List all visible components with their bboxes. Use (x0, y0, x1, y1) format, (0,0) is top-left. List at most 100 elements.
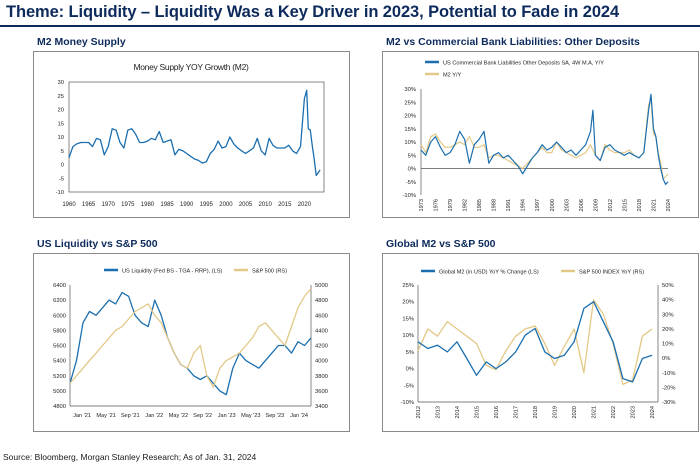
y-tick-label-0: 30 (58, 80, 64, 86)
y-tick-label-0: 30% (404, 87, 416, 93)
y-tick-label-6: 0% (408, 167, 416, 173)
y-tick-label-8: -10% (402, 193, 416, 199)
y-right-tick-label-1: 40% (662, 298, 674, 304)
x-tick-label-7: 1995 (200, 202, 214, 208)
x-tick-label-1: May '21 (96, 413, 115, 419)
y-tick-label-1: 25% (404, 100, 416, 106)
series-line-1 (417, 298, 653, 386)
x-tick-label-8: 2000 (219, 202, 233, 208)
y-right-tick-label-5: 0% (662, 356, 670, 362)
x-tick-label-3: 2015 (475, 406, 481, 418)
x-tick-label-12: 2020 (298, 202, 312, 208)
x-tick-label-11: 2006 (579, 199, 585, 211)
y-left-tick-label-4: 5% (406, 350, 414, 356)
y-left-tick-label-7: 5000 (53, 389, 66, 395)
y-left-tick-label-4: 5600 (53, 344, 66, 350)
x-tick-label-6: 2018 (533, 406, 539, 418)
panel-title-liquidity: US Liquidity vs S&P 500 (37, 238, 158, 250)
y-right-tick-label-1: 4800 (315, 298, 328, 304)
y-tick-label-4: 10 (58, 135, 64, 141)
x-tick-label-7: 1994 (521, 199, 527, 211)
y-tick-label-7: -5% (406, 180, 416, 186)
chart-global-m2-vs-sp500: Global M2 (in USD) YoY % Change (LS) S&P … (400, 270, 676, 419)
x-tick-label-2: 2014 (455, 406, 461, 418)
plot-frame (68, 81, 325, 193)
y-left-tick-label-7: -10% (400, 400, 414, 406)
x-tick-label-5: Sep '22 (193, 413, 212, 419)
x-tick-label-11: 2023 (631, 406, 637, 418)
x-tick-label-0: 1973 (419, 199, 425, 211)
x-tick-label-11: 2015 (278, 202, 292, 208)
legend-label-1: S&P 500 (RS) (252, 269, 287, 275)
y-left-tick-label-8: 4800 (53, 404, 66, 410)
chart-m2-vs-deposits: US Commercial Bank Liabilities Other Dep… (402, 61, 672, 212)
y-tick-label-2: 20 (58, 108, 64, 114)
x-tick-label-8: 2020 (572, 406, 578, 418)
panel-title-m2: M2 Money Supply (37, 36, 126, 48)
y-right-tick-label-4: 10% (662, 342, 674, 348)
legend-label-1: M2 Y/Y (443, 73, 462, 79)
chart-liquidity-vs-sp500: US Liquidity (Fed BS - TGA - RRP), (LS) S… (53, 269, 328, 420)
y-tick-label-4: 10% (404, 140, 416, 146)
series-line-0 (69, 291, 312, 396)
x-tick-label-4: 1980 (141, 202, 155, 208)
x-tick-label-12: 2024 (650, 406, 656, 418)
x-tick-label-1: 2013 (436, 406, 442, 418)
x-tick-label-1: 1976 (434, 199, 440, 211)
y-left-tick-label-1: 6200 (53, 298, 66, 304)
x-tick-label-9: 2021 (592, 406, 598, 418)
y-right-tick-label-7: -20% (662, 385, 676, 391)
legend-label-0: Global M2 (in USD) YoY % Change (LS) (439, 270, 539, 276)
x-tick-label-8: Sep '23 (265, 413, 284, 419)
y-right-tick-label-6: 3800 (315, 374, 328, 380)
series-line-1 (420, 99, 669, 180)
x-tick-label-3: 1982 (463, 199, 469, 211)
source-footnote: Source: Bloomberg, Morgan Stanley Resear… (3, 452, 257, 462)
panel-title-global-m2: Global M2 vs S&P 500 (386, 238, 496, 250)
x-tick-label-6: 1990 (180, 202, 194, 208)
x-tick-label-2: Sep '21 (121, 413, 140, 419)
y-tick-label-6: 0 (61, 163, 64, 169)
y-left-tick-label-0: 25% (402, 283, 414, 289)
y-right-tick-label-0: 5000 (315, 283, 328, 289)
y-tick-label-8: -10 (56, 190, 64, 196)
y-tick-label-5: 5 (61, 149, 64, 155)
chart-panel-deposits: US Commercial Bank Liabilities Other Dep… (382, 51, 699, 218)
y-left-tick-label-2: 6000 (53, 313, 66, 319)
y-left-tick-label-3: 5800 (53, 328, 66, 334)
x-tick-label-9: Jan '24 (290, 413, 308, 419)
x-tick-label-17: 2024 (666, 199, 672, 211)
y-right-tick-label-3: 4400 (315, 328, 328, 334)
x-tick-label-15: 2018 (637, 199, 643, 211)
legend-label-0: US Commercial Bank Liabilities Other Dep… (443, 61, 604, 67)
x-tick-label-7: 2019 (553, 406, 559, 418)
chart-m2-money-supply: Money Supply YOY Growth (M2)302520151050… (56, 62, 325, 208)
x-tick-label-14: 2015 (622, 199, 628, 211)
x-tick-label-8: 1997 (535, 199, 541, 211)
y-left-tick-label-5: 0% (406, 367, 414, 373)
chart-panel-m2: Money Supply YOY Growth (M2) 30 25 20 15 10 5 0… (33, 51, 350, 218)
series-line-0 (68, 89, 321, 177)
y-right-tick-label-0: 50% (662, 283, 674, 289)
y-tick-label-3: 15 (58, 121, 64, 127)
x-tick-label-9: 2005 (239, 202, 253, 208)
x-tick-label-10: 2010 (258, 202, 272, 208)
series-line-1 (69, 288, 312, 388)
y-tick-label-5: 5% (408, 153, 416, 159)
y-right-tick-label-4: 4200 (315, 344, 328, 350)
x-tick-label-3: 1975 (121, 202, 135, 208)
series-line-0 (417, 301, 653, 383)
y-tick-label-2: 20% (404, 114, 416, 120)
y-left-tick-label-0: 6400 (53, 283, 66, 289)
x-tick-label-6: 1991 (506, 199, 512, 211)
x-tick-label-5: 1985 (160, 202, 174, 208)
x-tick-label-0: 2012 (416, 406, 422, 418)
legend-label-0: US Liquidity (Fed BS - TGA - RRP), (LS) (122, 269, 222, 275)
x-tick-label-5: 1988 (492, 199, 498, 211)
chart-panel-liquidity: US Liquidity (Fed BS - TGA - RRP), (LS) S… (33, 253, 350, 432)
y-right-tick-label-2: 30% (662, 312, 674, 318)
x-tick-label-16: 2021 (651, 199, 657, 211)
x-tick-label-10: 2022 (611, 406, 617, 418)
y-tick-label-1: 25 (58, 94, 64, 100)
y-left-tick-label-1: 20% (402, 300, 414, 306)
